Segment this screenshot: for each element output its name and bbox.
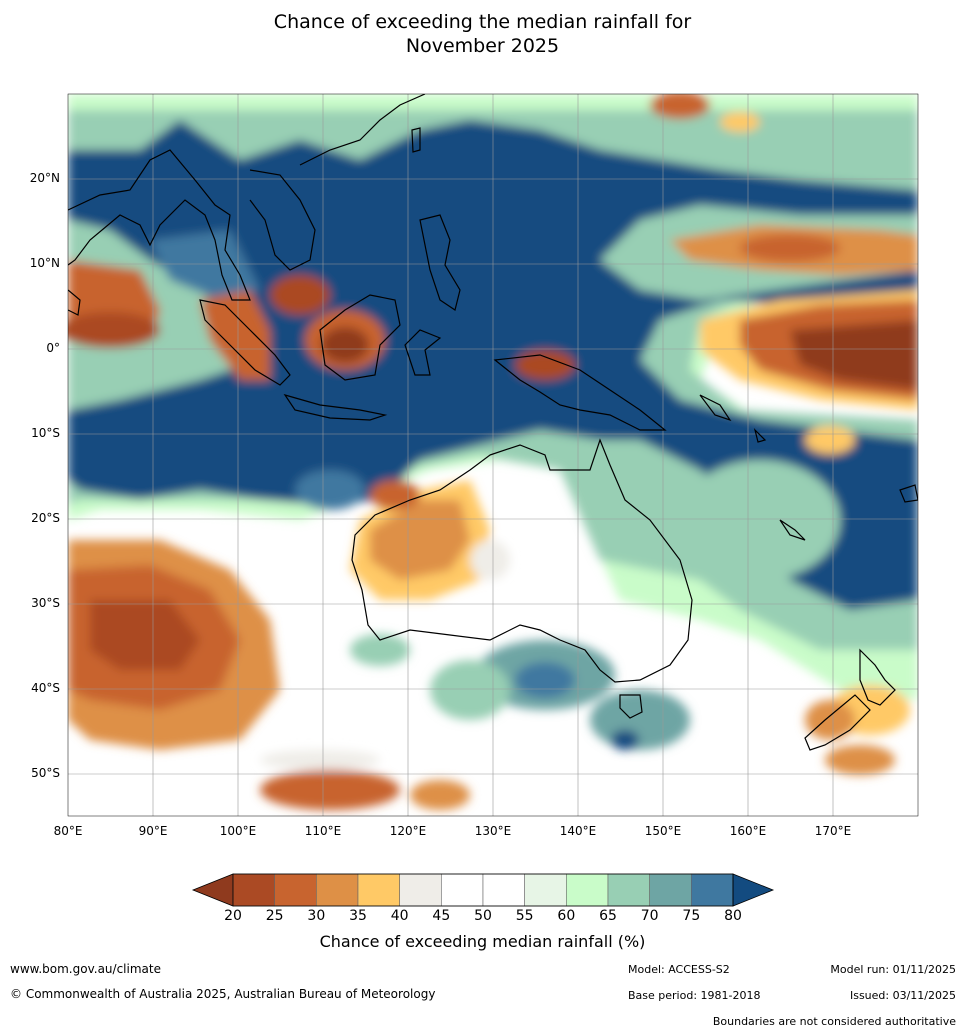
colorbar-tick-label: 45 [432, 908, 451, 924]
colorbar-arrow-high [732, 873, 775, 907]
footer-model-run: Model run: 01/11/2025 [830, 963, 956, 976]
lon-label-160e: 160°E [729, 824, 767, 838]
footer-url[interactable]: www.bom.gov.au/climate [10, 962, 161, 976]
colorbar-swatch [441, 873, 484, 907]
lat-label-30s: 30°S [31, 596, 60, 610]
colorbar-swatch [316, 873, 359, 907]
colorbar-swatch [357, 873, 400, 907]
lon-label-140e: 140°E [559, 824, 597, 838]
colorbar-swatch [274, 873, 317, 907]
colorbar-swatch [524, 873, 567, 907]
title-line-2: November 2025 [405, 35, 560, 57]
lon-label-100e: 100°E [219, 824, 257, 838]
lat-label-20s: 20°S [31, 511, 60, 525]
colorbar-tick-label: 30 [307, 908, 326, 924]
footer-copyright: © Commonwealth of Australia 2025, Austra… [10, 987, 436, 1001]
footer-disclaimer: Boundaries are not considered authoritat… [712, 1015, 956, 1028]
colorbar [191, 873, 775, 907]
colorbar-tick-label: 60 [557, 908, 576, 924]
colorbar-tick-label: 80 [724, 908, 742, 924]
colorbar-tick-label: 55 [515, 908, 534, 924]
colorbar-swatch [649, 873, 692, 907]
lat-label-20n: 20°N [29, 171, 60, 185]
colorbar-tick-label: 65 [599, 908, 617, 924]
coastlines [68, 94, 918, 751]
colorbar-swatch [691, 873, 734, 907]
lat-label-10s: 10°S [31, 426, 60, 440]
colorbar-tick-label: 70 [640, 908, 659, 924]
lon-label-110e: 110°E [304, 824, 342, 838]
colorbar-swatch [232, 873, 275, 907]
footer-model: Model: ACCESS-S2 [628, 963, 730, 976]
footer-base-period: Base period: 1981-2018 [628, 989, 761, 1002]
colorbar-arrow-low [191, 873, 234, 907]
lon-label-150e: 150°E [644, 824, 682, 838]
lat-label-40s: 40°S [31, 681, 60, 695]
colorbar-swatch [607, 873, 650, 907]
colorbar-swatch [566, 873, 609, 907]
colorbar-title: Chance of exceeding median rainfall (%) [319, 932, 646, 951]
lon-label-80e: 80°E [53, 824, 83, 838]
graticule [68, 94, 918, 816]
lon-label-130e: 130°E [474, 824, 512, 838]
lat-label-0: 0° [46, 341, 60, 355]
probability-field [68, 94, 918, 816]
title-line-1: Chance of exceeding the median rainfall … [273, 11, 692, 33]
colorbar-swatch [482, 873, 525, 907]
colorbar-tick-label: 35 [349, 908, 367, 924]
colorbar-tick-label: 50 [474, 908, 492, 924]
colorbar-tick-label: 20 [224, 908, 242, 924]
lat-label-10n: 10°N [29, 256, 60, 270]
colorbar-tick-label: 25 [265, 908, 284, 924]
map-title: Chance of exceeding the median rainfall … [0, 10, 965, 58]
lon-label-170e: 170°E [814, 824, 852, 838]
lon-label-120e: 120°E [389, 824, 427, 838]
lat-label-50s: 50°S [31, 766, 60, 780]
lon-label-90e: 90°E [138, 824, 168, 838]
colorbar-tick-label: 75 [682, 908, 701, 924]
colorbar-swatch [399, 873, 442, 907]
colorbar-tick-label: 40 [390, 908, 409, 924]
footer-issued: Issued: 03/11/2025 [849, 989, 956, 1002]
